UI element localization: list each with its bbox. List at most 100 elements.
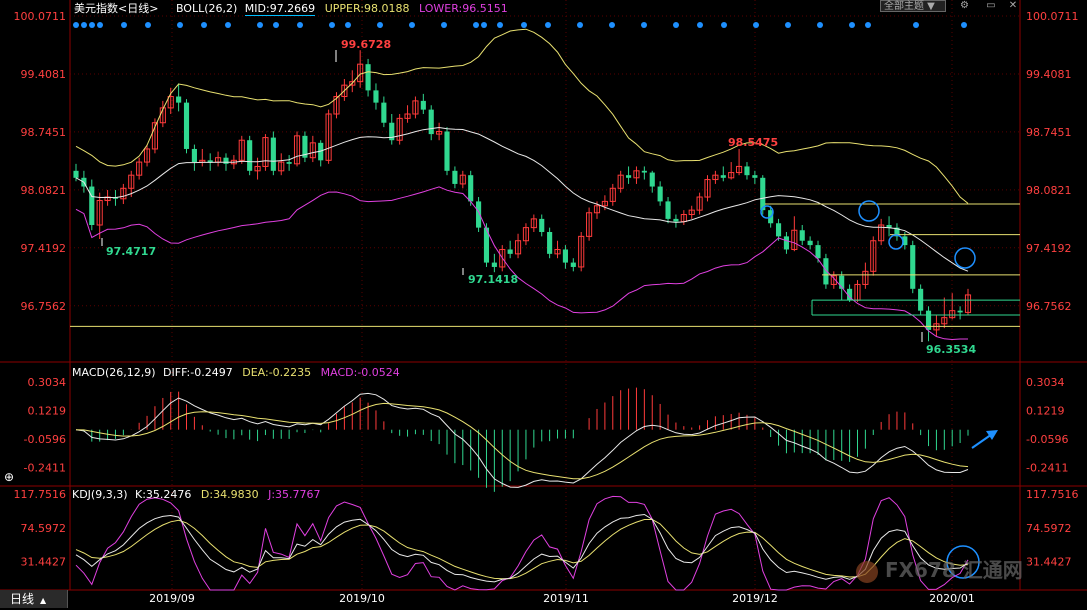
candle [412, 100, 419, 115]
candle [870, 240, 877, 272]
candle [554, 248, 561, 255]
candle [949, 310, 956, 319]
candle [333, 96, 340, 115]
y-tick-label-right: 98.7451 [1026, 126, 1072, 139]
y-tick-label-left: 97.4192 [21, 242, 67, 255]
candle [223, 157, 229, 164]
highlight-circle [954, 247, 976, 269]
candle [262, 137, 269, 167]
candle [925, 310, 932, 330]
candle [530, 218, 537, 229]
event-marker-icon [257, 22, 263, 28]
kdj-y-tick-left: 31.4427 [21, 556, 67, 569]
kdj-j: J:35.7767 [268, 488, 321, 501]
price-annotation: 96.3534 [926, 343, 976, 356]
macd-legend: MACD(26,12,9) DIFF:-0.2497 DEA:-0.2235 M… [72, 366, 400, 379]
date-label: 2019/11 [543, 592, 589, 605]
date-label: 2019/09 [149, 592, 195, 605]
candle [799, 230, 805, 241]
candle [626, 175, 632, 178]
macd-dea: DEA:-0.2235 [242, 366, 312, 379]
candle [823, 258, 829, 285]
candle [964, 294, 972, 313]
candle [910, 245, 916, 289]
macd-y-tick-left: 0.3034 [28, 376, 67, 389]
boll-upper-line [75, 28, 969, 204]
watermark-text: FX678 汇通网 [884, 558, 1023, 582]
y-tick-label-right: 98.0821 [1026, 184, 1072, 197]
boll-lower-line [75, 186, 968, 341]
candle [176, 96, 182, 103]
candle [696, 196, 703, 211]
candle [302, 135, 308, 158]
y-tick-label-right: 96.7562 [1026, 300, 1072, 313]
event-marker-icon [577, 22, 583, 28]
candle [712, 174, 719, 181]
kdj-y-tick-right: 31.4427 [1026, 556, 1072, 569]
kdj-d-line [75, 519, 969, 580]
y-tick-label-right: 100.0711 [1026, 10, 1079, 23]
watermark: FX678 汇通网 [856, 554, 1023, 583]
candle [278, 161, 285, 172]
candle [586, 212, 593, 237]
price-annotation: 98.5475 [728, 136, 778, 149]
close-icon[interactable]: ✕ [1008, 0, 1018, 11]
candle [452, 170, 458, 184]
macd-y-tick-left: -0.0596 [24, 433, 66, 446]
candle [728, 172, 735, 179]
candle [617, 174, 624, 189]
candle [167, 96, 174, 109]
candle [404, 113, 411, 119]
candle [807, 240, 813, 246]
candle [96, 200, 103, 226]
toolbar-icons: ⚙ ▭ ✕ [960, 0, 1017, 11]
y-tick-label-right: 99.4081 [1026, 68, 1072, 81]
candle [775, 223, 782, 237]
boll-mid-line [75, 126, 969, 272]
event-marker-icon [865, 22, 871, 28]
candle [247, 140, 253, 171]
candle [514, 240, 522, 255]
window-icon[interactable]: ▭ [986, 0, 996, 11]
y-tick-label-left: 99.4081 [21, 68, 67, 81]
macd-title: MACD(26,12,9) [72, 366, 156, 379]
macd-y-tick-right: -0.2411 [1026, 461, 1068, 474]
candle [491, 262, 497, 267]
gear-icon[interactable]: ⚙ [960, 0, 969, 11]
y-tick-label-right: 97.4192 [1026, 242, 1072, 255]
event-marker-icon [377, 22, 383, 28]
y-tick-label-left: 98.7451 [21, 126, 67, 139]
event-marker-icon [697, 22, 703, 28]
candle [373, 90, 379, 103]
fx678-logo-icon [856, 560, 878, 583]
candle [601, 200, 608, 207]
candle [665, 201, 671, 219]
candle [120, 187, 127, 200]
price-annotation: 97.1418 [468, 273, 518, 286]
candle [499, 248, 506, 268]
date-label: 2020/01 [929, 592, 975, 605]
macd-y-tick-left: -0.2411 [24, 461, 66, 474]
macd-settings-icon[interactable]: ⊕ [4, 470, 15, 484]
candle [483, 227, 490, 263]
candle [633, 170, 640, 179]
macd-y-tick-right: 0.1219 [1026, 405, 1065, 418]
kdj-j-line [75, 495, 969, 591]
candle [238, 139, 245, 161]
candle [894, 227, 900, 237]
timeframe-tab[interactable]: 日线 ▲ [0, 590, 68, 608]
highlight-circle [858, 200, 880, 222]
event-marker-icon [521, 22, 527, 28]
boll-lower: LOWER:96.5151 [418, 2, 508, 15]
candle [151, 122, 159, 150]
event-marker-icon [145, 22, 151, 28]
event-marker-icon [913, 22, 919, 28]
kdj-d: D:34.9830 [200, 488, 259, 501]
candle [593, 205, 601, 214]
event-marker-icon [785, 22, 791, 28]
theme-dropdown[interactable]: 全部主题 ▼ [880, 0, 946, 12]
candle [436, 130, 443, 135]
candle [752, 175, 758, 178]
date-label: 2019/12 [732, 592, 778, 605]
